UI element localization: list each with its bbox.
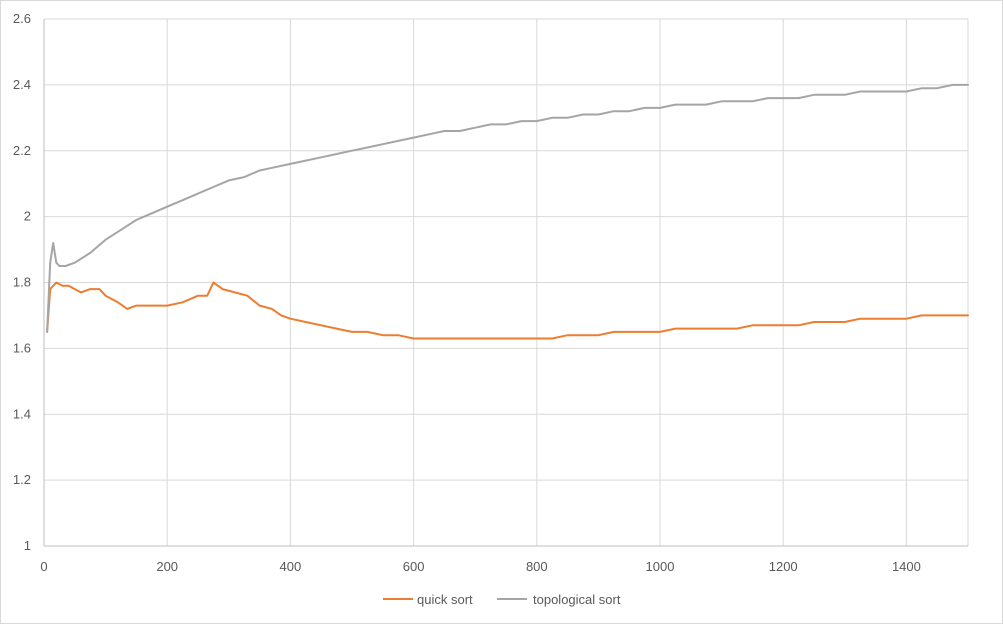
y-tick-label: 1.4 xyxy=(13,406,31,421)
legend: quick sort topological sort xyxy=(383,592,621,607)
grid-lines xyxy=(44,18,969,546)
x-tick-label: 600 xyxy=(403,559,425,574)
legend-label: quick sort xyxy=(417,592,473,607)
y-tick-label: 2.4 xyxy=(13,77,31,92)
y-axis-tick-labels: 1 1.2 1.4 1.6 1.8 2 2.2 2.4 2.6 xyxy=(13,11,31,553)
x-tick-label: 0 xyxy=(40,559,47,574)
series-line-topological-sort xyxy=(46,83,969,333)
y-tick-label: 2 xyxy=(24,209,31,224)
x-tick-label: 1200 xyxy=(769,559,798,574)
y-tick-label: 2.6 xyxy=(13,11,31,26)
series-lines xyxy=(46,83,969,340)
y-tick-label: 1 xyxy=(24,538,31,553)
legend-label: topological sort xyxy=(533,592,621,607)
legend-item-quick-sort: quick sort xyxy=(383,592,473,607)
x-tick-label: 400 xyxy=(280,559,302,574)
y-tick-label: 1.2 xyxy=(13,472,31,487)
axes xyxy=(43,19,968,547)
legend-item-topological-sort: topological sort xyxy=(497,592,621,607)
x-tick-label: 1400 xyxy=(892,559,921,574)
y-tick-label: 1.8 xyxy=(13,275,31,290)
x-tick-label: 800 xyxy=(526,559,548,574)
y-tick-label: 2.2 xyxy=(13,143,31,158)
series-line-quick-sort xyxy=(46,281,969,340)
x-axis-tick-labels: 0 200 400 600 800 1000 1200 1400 xyxy=(40,559,920,574)
y-tick-label: 1.6 xyxy=(13,340,31,355)
x-tick-label: 1000 xyxy=(646,559,675,574)
x-tick-label: 200 xyxy=(156,559,178,574)
